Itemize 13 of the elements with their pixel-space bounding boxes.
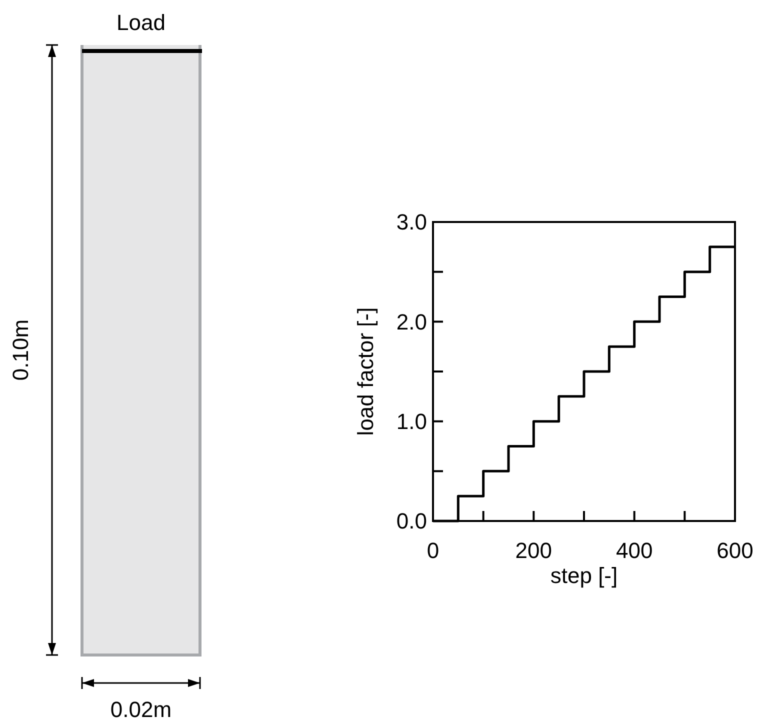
x-tick-label: 200 <box>515 538 552 563</box>
y-tick-label: 2.0 <box>396 309 427 334</box>
text: Load <box>116 10 166 35</box>
y-axis-title: load factor [-] <box>353 307 378 436</box>
x-tick-label: 600 <box>716 538 754 563</box>
y-tick-label: 1.0 <box>396 409 427 434</box>
y-tick-label: 3.0 <box>396 210 427 235</box>
y-tick-label: 0.0 <box>396 508 427 534</box>
x-tick-label: 0 <box>426 538 440 563</box>
text: 0.10m <box>8 319 33 381</box>
x-tick-label: 400 <box>616 538 653 563</box>
x-axis-title: step [-] <box>550 563 618 588</box>
text: 0.02m <box>110 697 172 722</box>
